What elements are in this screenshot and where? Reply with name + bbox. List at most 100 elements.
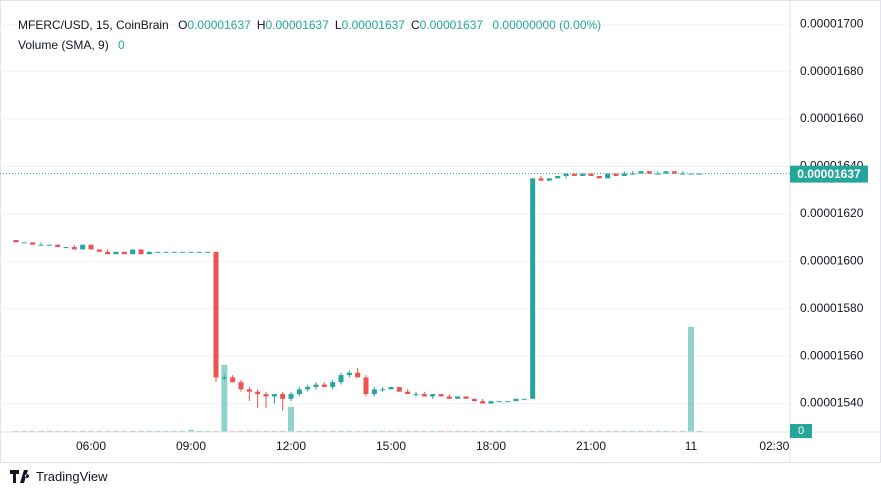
candle-body [338,375,344,383]
volume-bar [671,430,678,432]
volume-bar [504,430,511,432]
candle-body [221,377,227,379]
volume-bar [54,430,61,432]
volume-bar [171,430,178,432]
volume-bar [13,430,19,432]
volume-bar [71,430,78,432]
volume-bar [29,430,36,432]
volume-bar [421,430,428,432]
x-tick-label: 02:30 [759,439,789,453]
x-tick-label: 11 [685,439,698,453]
candle-body [330,382,336,387]
volume-bar [571,430,578,432]
volume-bar [79,430,86,432]
volume-value: 0 [118,38,125,52]
candle-body [355,372,361,378]
volume-bar [338,430,344,432]
candle-body [488,401,494,404]
candle-body [438,394,444,397]
candle-body [205,251,211,253]
volume-bar [521,430,528,432]
candle-body [213,251,219,378]
volume-bar [513,430,519,432]
candle-body [346,372,352,376]
chart-frame [0,0,881,463]
volume-bar [488,430,494,432]
candle-body [180,251,186,253]
candle-body [146,251,152,255]
volume-layer [13,327,703,432]
volume-bar [621,430,628,432]
candle-body [130,249,136,255]
candle-body [480,401,486,404]
candle-body [671,171,677,174]
y-tick-label: 0.00001620 [800,206,864,220]
change: 0.00000000 (0.00%) [492,18,602,32]
volume-bar [138,430,144,432]
candle-body [196,251,202,253]
candle-body [455,396,461,399]
candle-body [71,247,77,250]
candle-body [255,391,261,395]
volume-bar [238,430,244,432]
candle-body [496,401,502,403]
volume-bar [279,430,286,432]
candle-body [446,396,452,399]
volume-bar [688,327,694,432]
x-tick-label: 18:00 [476,439,506,453]
volume-bar [213,430,219,432]
candle-layer [13,171,702,411]
x-tick-label: 15:00 [376,439,406,453]
candle-body [63,247,69,249]
volume-bar [146,430,153,432]
volume-bar [179,430,186,432]
volume-bar [21,430,28,432]
volume-bar [538,430,544,432]
candle-body [555,175,561,179]
volume-bar [396,430,403,432]
candle-body [463,396,469,399]
footer[interactable]: TradingView [10,469,108,484]
ohlc-value: 0.00001637 [187,18,251,32]
axis-layer: 06:00 09:00 12:00 15:00 18:00 21:00 11 02:30 0.0… [0,16,868,453]
candle-body [296,389,302,395]
volume-bar [254,430,261,432]
volume-bar [546,430,553,432]
volume-bar [654,430,661,432]
volume-bar [413,430,419,432]
volume-bar [271,430,278,432]
ohlc-key: C [410,18,420,32]
volume-bar [496,430,503,432]
candle-body [121,251,127,255]
candle-body [421,394,427,397]
ohlc-key: O [178,18,188,32]
volume-bar [38,430,44,432]
candle-body [538,178,544,181]
volume-bar [679,430,686,432]
candle-body [38,244,44,246]
ohlc-key: L [334,18,342,32]
volume-bar [321,430,328,432]
y-tick-label: 0.00001680 [800,64,864,78]
candle-body [113,251,119,255]
volume-bar [454,430,461,432]
volume-bar [196,430,203,432]
volume-bar [129,430,136,432]
candle-body [80,244,86,250]
volume-bar [46,430,53,432]
volume-bar [579,430,586,432]
candle-body [605,173,611,179]
legend: MFERC/USD, 15, CoinBrain O0.00001637 H0.0… [18,15,601,55]
y-tick-label: 0.00001580 [800,301,864,315]
volume-bar [329,430,336,432]
candle-body [680,173,686,175]
ohlc-value: 0.00001637 [419,18,484,32]
volume-bar [246,430,253,432]
ohlc-value: 0.00001637 [265,18,329,32]
volume-bar [188,429,194,432]
volume-bar [371,430,378,432]
volume-bar [629,430,636,432]
volume-bar [596,430,603,432]
